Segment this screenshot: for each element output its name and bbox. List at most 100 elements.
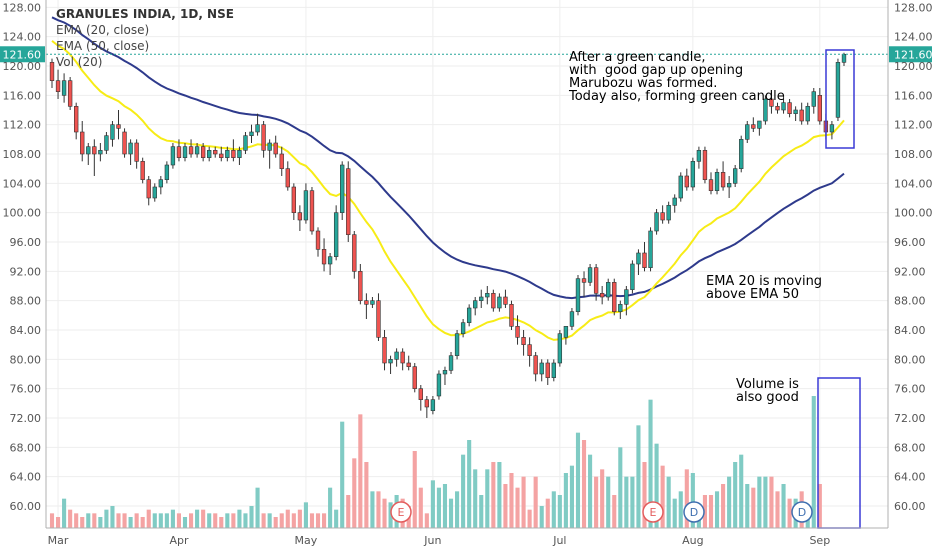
volume-bar bbox=[237, 509, 242, 528]
volume-bar bbox=[382, 498, 387, 528]
candle-body bbox=[158, 179, 163, 188]
volume-bar bbox=[648, 399, 653, 528]
candle-body bbox=[261, 124, 266, 151]
candle-body bbox=[61, 80, 67, 96]
candle-body bbox=[473, 300, 478, 309]
candle-body bbox=[364, 300, 369, 305]
candle-body bbox=[418, 388, 423, 400]
volume-bar bbox=[134, 513, 139, 528]
volume-bar bbox=[751, 487, 756, 528]
volume-bar bbox=[225, 513, 230, 528]
y-tick-label-right: 64.00 bbox=[894, 471, 926, 484]
volume-bar bbox=[455, 491, 460, 528]
candle-body bbox=[811, 91, 816, 107]
volume-bar bbox=[787, 498, 792, 528]
volume-bar bbox=[817, 484, 822, 528]
volume-bar bbox=[285, 509, 290, 528]
volume-bar bbox=[775, 491, 780, 528]
candle-body bbox=[448, 355, 454, 371]
candle-body bbox=[406, 362, 411, 367]
y-tick-label-left: 88.00 bbox=[10, 295, 42, 308]
volume-bar bbox=[581, 440, 587, 528]
candle-body bbox=[539, 362, 544, 375]
candle-body bbox=[110, 124, 115, 140]
candle-body bbox=[388, 359, 393, 364]
candle-body bbox=[291, 186, 297, 213]
candle-body bbox=[176, 146, 182, 158]
annotation-volume: Volume is also good bbox=[736, 377, 799, 405]
candle-body bbox=[194, 146, 200, 155]
y-tick-label-left: 68.00 bbox=[10, 441, 42, 454]
axes: 128.00 128.00 124.00 124.00 120.00 120.00 116.… bbox=[3, 0, 932, 547]
y-tick-label-right: 84.00 bbox=[894, 324, 926, 337]
ema-20-path bbox=[51, 40, 845, 341]
y-tick-label-right: 116.00 bbox=[894, 89, 932, 102]
candle-body bbox=[563, 326, 569, 338]
volume-bar bbox=[322, 513, 327, 528]
candle-body bbox=[799, 109, 804, 122]
volume-bar bbox=[654, 443, 659, 528]
volume-bar bbox=[563, 473, 568, 528]
y-tick-label-right: 100.00 bbox=[894, 207, 932, 220]
candle-body bbox=[708, 179, 714, 191]
volume-bar bbox=[684, 469, 689, 528]
candle-body bbox=[751, 124, 756, 129]
annotation-ema-cross: EMA 20 is moving above EMA 50 bbox=[706, 274, 823, 302]
candle-body bbox=[442, 370, 448, 375]
volume-bar bbox=[340, 421, 345, 528]
volume-bar bbox=[575, 432, 581, 528]
y-tick-label-right: 68.00 bbox=[894, 441, 926, 454]
candle-body bbox=[231, 150, 236, 158]
legend-ema20: EMA (20, close) bbox=[56, 23, 150, 37]
volume-bar bbox=[55, 517, 61, 528]
volume-bar bbox=[122, 513, 127, 528]
candle-body bbox=[86, 146, 91, 155]
volume-bar bbox=[485, 469, 490, 528]
volume-bar bbox=[170, 509, 175, 528]
candle-body bbox=[654, 212, 659, 232]
volume-bar bbox=[152, 513, 157, 528]
y-tick-label-right: 92.00 bbox=[894, 265, 926, 278]
highlight-candles-box bbox=[825, 49, 855, 149]
volume-bar bbox=[213, 513, 218, 528]
volume-bar bbox=[763, 476, 768, 528]
candle-body bbox=[170, 146, 176, 166]
volume-bar bbox=[811, 396, 816, 528]
candle-body bbox=[666, 205, 671, 221]
candle-body bbox=[400, 351, 405, 364]
volume-bar bbox=[569, 465, 574, 528]
volume-bar bbox=[267, 513, 272, 528]
volume-bar bbox=[515, 487, 520, 528]
ema-20-line bbox=[51, 40, 845, 341]
candle-body bbox=[207, 150, 212, 158]
y-tick-label-left: 84.00 bbox=[10, 324, 42, 337]
volume-bar bbox=[291, 513, 296, 528]
volume-bar bbox=[158, 513, 163, 528]
volume-bar bbox=[352, 458, 357, 528]
volume-bar bbox=[745, 484, 750, 528]
volume-bar bbox=[376, 491, 381, 528]
candle-body bbox=[515, 326, 520, 338]
last-price-label-left: 121.60 bbox=[3, 48, 42, 61]
y-tick-label-left: 92.00 bbox=[10, 265, 42, 278]
y-tick-label-left: 80.00 bbox=[10, 353, 42, 366]
volume-bar bbox=[757, 476, 762, 528]
x-tick-label: May bbox=[295, 534, 318, 547]
candle-body bbox=[134, 142, 139, 162]
candle-body bbox=[533, 355, 538, 375]
volume-bar bbox=[533, 476, 538, 528]
volume-bar bbox=[249, 506, 254, 528]
event-marker-label: D bbox=[798, 506, 806, 519]
candle-body bbox=[618, 304, 623, 312]
volume-bar bbox=[557, 495, 562, 528]
volume-bar bbox=[461, 454, 466, 528]
candle-body bbox=[581, 278, 587, 283]
volume-bar bbox=[164, 513, 169, 528]
volume-bar bbox=[708, 495, 714, 528]
candle-body bbox=[835, 62, 841, 118]
candle-body bbox=[273, 142, 278, 155]
volume-bar bbox=[509, 473, 514, 528]
candle-body bbox=[116, 124, 121, 129]
candle-body bbox=[182, 146, 188, 158]
